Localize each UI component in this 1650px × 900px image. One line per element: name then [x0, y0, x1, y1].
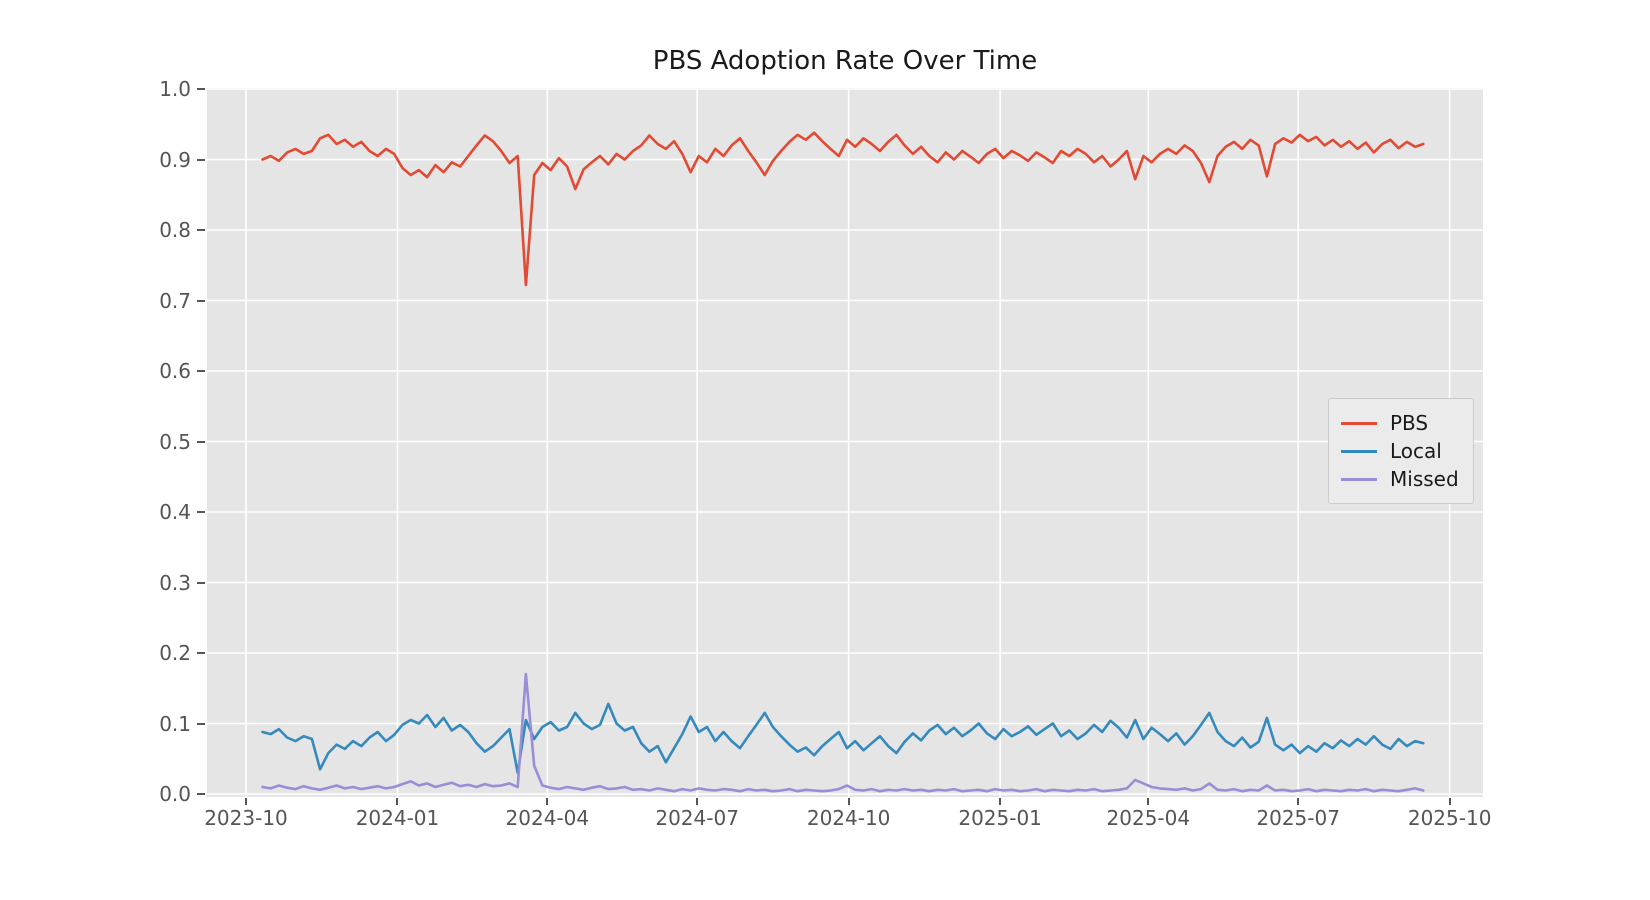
y-tick-label: 0.1	[159, 711, 191, 736]
x-tick-mark	[396, 798, 399, 805]
y-tick-mark	[197, 370, 205, 372]
x-tick-mark	[1297, 798, 1300, 805]
legend-line-swatch	[1341, 477, 1377, 481]
y-tick-label: 0.0	[159, 782, 191, 806]
legend-label: Missed	[1390, 467, 1459, 491]
y-tick-mark	[197, 158, 205, 161]
y-tick-mark	[197, 299, 205, 302]
y-tick-label: 0.6	[159, 359, 191, 383]
legend-label: PBS	[1390, 411, 1429, 435]
legend-item-pbs: PBS	[1341, 409, 1461, 437]
chart-canvas	[207, 88, 1483, 797]
y-tick-mark	[197, 88, 205, 90]
y-tick-mark	[197, 229, 205, 231]
legend-item-local: Local	[1341, 437, 1461, 465]
y-tick-label: 0.3	[159, 570, 191, 595]
y-tick-mark	[197, 652, 205, 654]
legend-item-missed: Missed	[1341, 465, 1461, 493]
legend-line-swatch	[1341, 449, 1377, 453]
x-tick-label: 2025-10	[1407, 806, 1492, 830]
x-tick-label: 2024-01	[355, 806, 440, 830]
y-tick-label: 0.8	[159, 218, 191, 242]
y-tick-label: 0.9	[159, 147, 191, 172]
legend: PBS Local Missed	[1328, 398, 1474, 504]
x-tick-mark	[999, 798, 1002, 805]
y-tick-label: 0.5	[159, 429, 191, 454]
series-line-local	[261, 702, 1425, 775]
y-tick-mark	[197, 511, 205, 513]
x-tick-label: 2025-04	[1106, 806, 1191, 830]
y-tick-label: 0.7	[159, 288, 191, 313]
x-tick-label: 2025-07	[1256, 806, 1340, 830]
series-line-missed	[261, 672, 1425, 793]
chart-title: PBS Adoption Rate Over Time	[652, 46, 1038, 76]
x-tick-mark	[1448, 798, 1451, 805]
x-tick-label: 2024-04	[505, 806, 590, 830]
y-tick-label: 0.4	[159, 500, 191, 524]
legend-label: Local	[1390, 439, 1442, 463]
x-tick-label: 2024-10	[806, 806, 891, 830]
x-tick-mark	[245, 798, 247, 805]
y-tick-mark	[197, 793, 205, 795]
y-tick-mark	[197, 581, 205, 584]
x-tick-mark	[696, 798, 699, 805]
x-tick-mark	[1147, 798, 1150, 805]
x-tick-mark	[847, 798, 850, 805]
series-line-pbs	[261, 131, 1425, 287]
x-tick-mark	[546, 798, 549, 805]
legend-line-swatch	[1341, 421, 1377, 425]
gridlines	[207, 88, 1483, 797]
y-tick-label: 0.2	[159, 641, 191, 665]
x-tick-label: 2024-07	[655, 806, 739, 830]
y-tick-label: 1.0	[159, 77, 191, 101]
plot-area	[207, 88, 1483, 797]
y-tick-mark	[197, 722, 205, 725]
x-tick-label: 2025-01	[958, 806, 1042, 830]
y-tick-mark	[197, 440, 205, 443]
x-tick-label: 2023-10	[204, 806, 288, 830]
